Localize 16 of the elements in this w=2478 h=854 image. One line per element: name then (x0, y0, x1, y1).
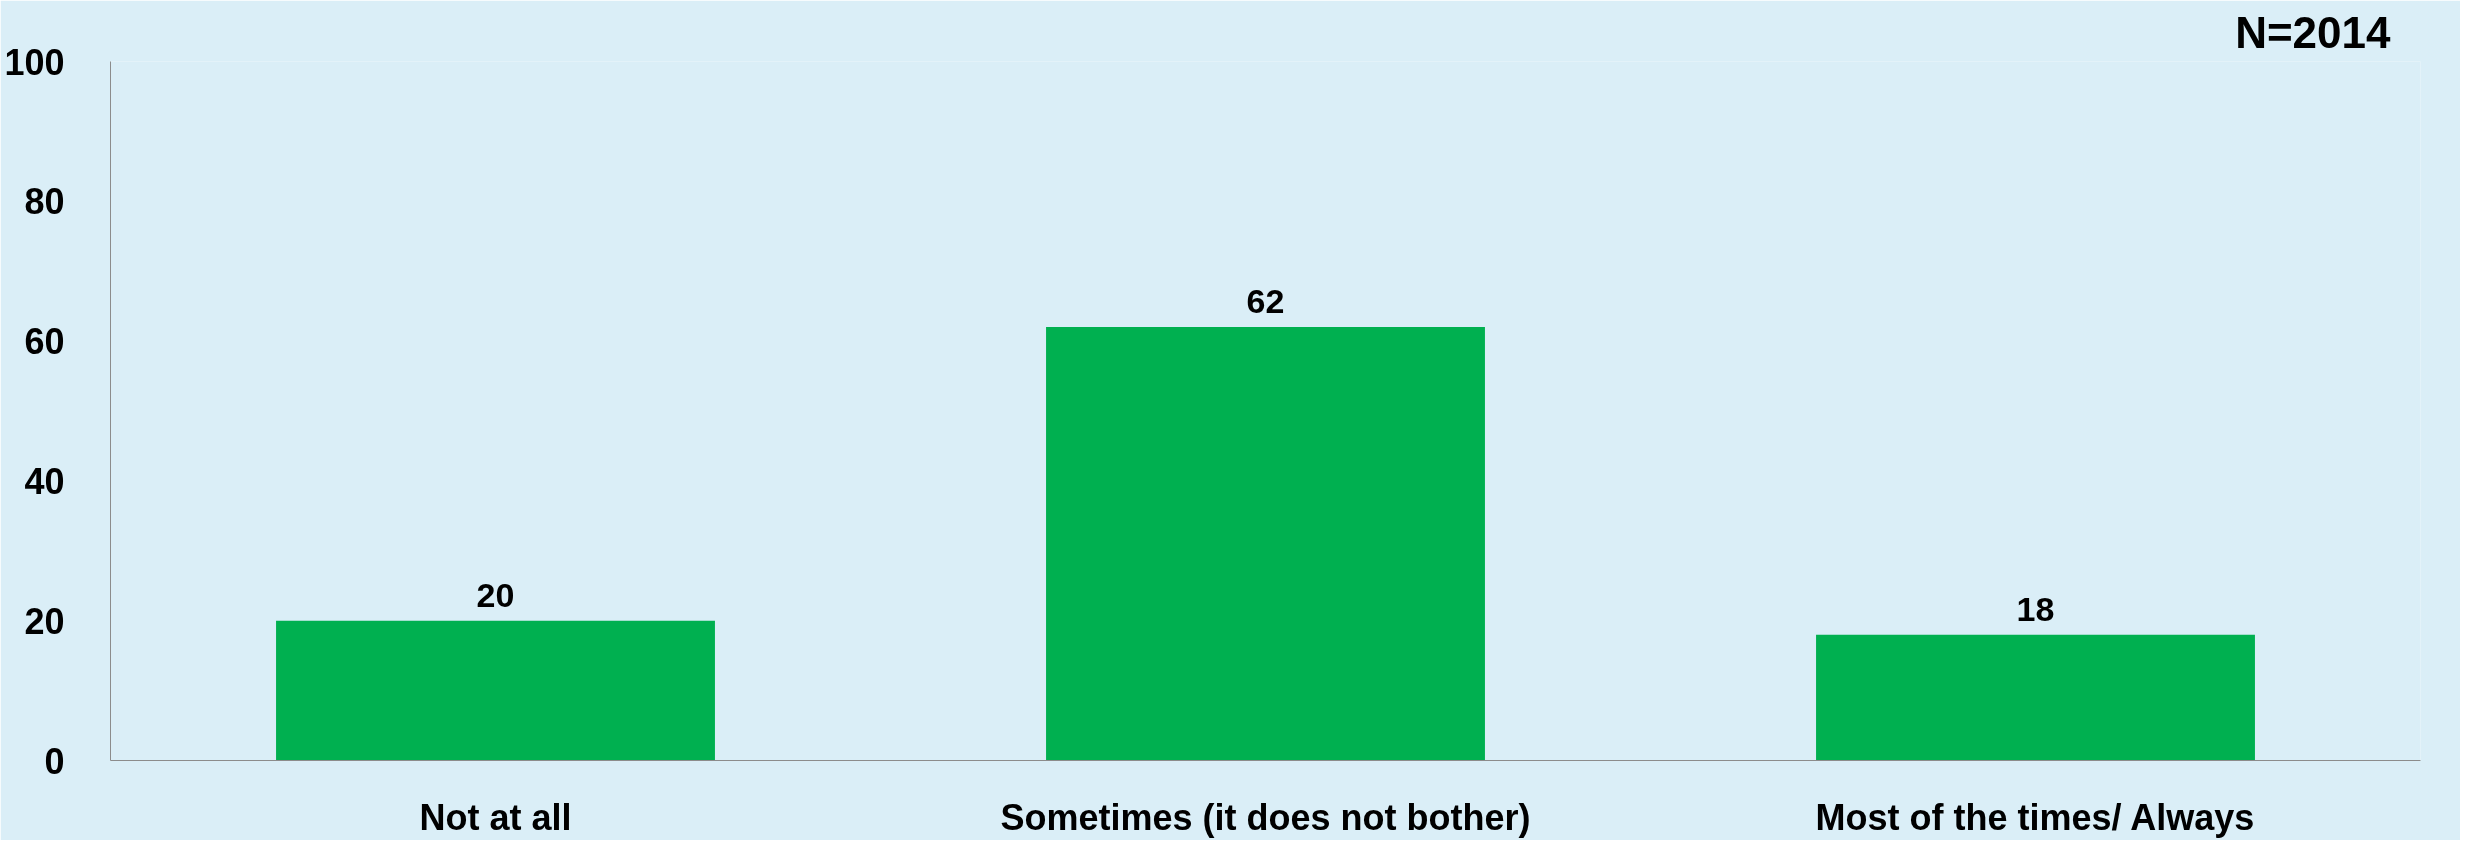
bar (1816, 634, 2255, 761)
data-label: 18 (2016, 589, 2055, 628)
bar (276, 620, 715, 761)
data-label: 20 (476, 575, 515, 614)
x-tick-label: Not at all (419, 796, 572, 838)
y-tick-label: 80 (24, 181, 65, 223)
x-tick-label: Most of the times/ Always (1815, 796, 2255, 838)
y-tick-label: 20 (24, 600, 65, 642)
x-tick-label: Sometimes (it does not bother) (1000, 796, 1531, 838)
data-label: 62 (1246, 282, 1285, 321)
y-tick-label: 100 (4, 41, 65, 83)
bar (1046, 327, 1485, 761)
y-tick-label: 40 (24, 460, 65, 502)
y-tick-label: 60 (24, 321, 65, 363)
text: N=2014 (2235, 7, 2392, 57)
y-tick-label: 0 (44, 740, 65, 782)
